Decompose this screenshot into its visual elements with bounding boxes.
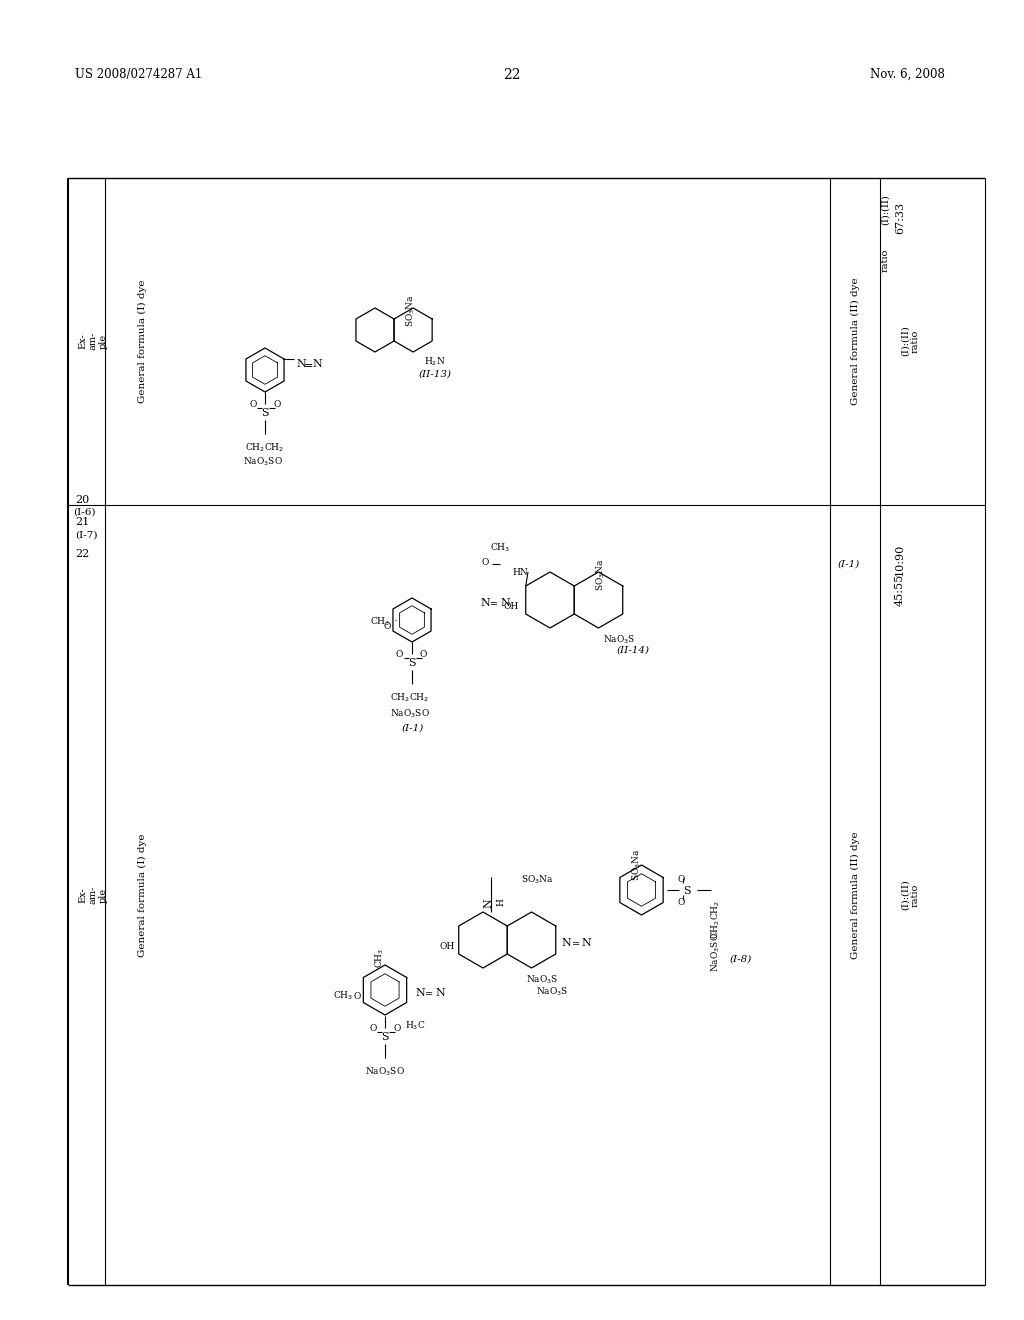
Text: General formula (I) dye: General formula (I) dye (137, 833, 146, 957)
Text: General formula (I) dye: General formula (I) dye (137, 280, 146, 403)
Text: SO$_3$Na: SO$_3$Na (521, 874, 554, 887)
Text: OH: OH (504, 602, 519, 611)
Text: N: N (500, 598, 510, 609)
Text: 45:55: 45:55 (895, 574, 905, 606)
Text: (II-14): (II-14) (616, 645, 649, 655)
Text: SO$_3$Na: SO$_3$Na (630, 847, 643, 880)
Text: H: H (497, 898, 506, 906)
Text: NaO$_3$S: NaO$_3$S (526, 973, 559, 986)
Text: CH$_3$: CH$_3$ (370, 615, 390, 627)
Text: 67:33: 67:33 (895, 202, 905, 234)
Text: H$_3$C: H$_3$C (406, 1020, 426, 1032)
Text: 20: 20 (75, 495, 89, 506)
Text: Ex-
am-
ple: Ex- am- ple (78, 331, 108, 350)
Text: (I):(II)
ratio: (I):(II) ratio (900, 879, 920, 911)
Text: General formula (II) dye: General formula (II) dye (851, 277, 859, 405)
Text: 21: 21 (75, 517, 89, 527)
Text: H$_2$N: H$_2$N (424, 356, 445, 368)
Text: =: = (490, 601, 498, 609)
Text: HN: HN (512, 568, 527, 577)
Text: (I-8): (I-8) (729, 954, 752, 964)
Text: CH$_3$: CH$_3$ (333, 990, 353, 1002)
Text: NaO$_3$SO: NaO$_3$SO (365, 1067, 404, 1078)
Text: N: N (415, 987, 425, 998)
Text: NaO$_3$S: NaO$_3$S (603, 634, 636, 645)
Text: O: O (678, 898, 685, 907)
Text: (I-7): (I-7) (75, 531, 97, 540)
Text: S: S (381, 1032, 389, 1041)
Text: N: N (435, 987, 444, 998)
Text: (II-13): (II-13) (418, 370, 452, 379)
Text: O: O (678, 875, 685, 884)
Text: O: O (273, 400, 281, 409)
Text: Ex-
am-
ple: Ex- am- ple (78, 886, 108, 904)
Text: =: = (304, 360, 313, 371)
Text: N: N (483, 898, 493, 908)
Text: (I-1): (I-1) (402, 723, 424, 733)
Text: NaO$_3$SO: NaO$_3$SO (243, 455, 283, 469)
Text: =: = (425, 990, 433, 999)
Text: (I-6): (I-6) (73, 508, 95, 517)
Text: OH: OH (439, 942, 455, 950)
Text: Nov. 6, 2008: Nov. 6, 2008 (870, 69, 945, 81)
Text: 22: 22 (503, 69, 521, 82)
Text: O: O (353, 993, 360, 1001)
Text: (I):(II): (I):(II) (881, 194, 890, 226)
Text: NaO$_3$SO: NaO$_3$SO (710, 932, 722, 972)
Text: O: O (384, 622, 391, 631)
Text: O: O (482, 558, 489, 568)
Text: NaO$_3$SO: NaO$_3$SO (390, 708, 430, 719)
Text: (I):(II)
ratio: (I):(II) ratio (900, 326, 920, 356)
Text: N: N (561, 939, 571, 948)
Text: CH$_3$: CH$_3$ (374, 948, 386, 969)
Text: O: O (393, 1024, 400, 1034)
Text: ratio: ratio (881, 248, 890, 272)
Text: S: S (408, 657, 416, 668)
Text: O: O (420, 649, 427, 659)
Text: 22: 22 (75, 549, 89, 558)
Text: 10:90: 10:90 (895, 544, 905, 576)
Text: CH$_2$CH$_2$: CH$_2$CH$_2$ (390, 692, 429, 705)
Text: N: N (296, 359, 306, 370)
Text: SO$_3$Na: SO$_3$Na (404, 294, 418, 327)
Text: CH$_2$CH$_2$: CH$_2$CH$_2$ (710, 900, 722, 940)
Text: SO$_3$Na: SO$_3$Na (594, 558, 607, 591)
Text: S: S (683, 886, 691, 896)
Text: O: O (396, 649, 403, 659)
Text: O: O (369, 1024, 377, 1034)
Text: N: N (582, 939, 591, 948)
Text: (I-1): (I-1) (838, 560, 860, 569)
Text: CH$_2$CH$_2$: CH$_2$CH$_2$ (245, 442, 285, 454)
Text: S: S (261, 408, 268, 418)
Text: N: N (312, 359, 322, 370)
Text: O: O (249, 400, 256, 409)
Text: N: N (480, 598, 489, 609)
Text: =: = (571, 940, 580, 949)
Text: General formula (II) dye: General formula (II) dye (851, 832, 859, 958)
Text: US 2008/0274287 A1: US 2008/0274287 A1 (75, 69, 203, 81)
Text: NaO$_3$S: NaO$_3$S (537, 986, 569, 998)
Text: CH$_3$: CH$_3$ (490, 543, 510, 554)
